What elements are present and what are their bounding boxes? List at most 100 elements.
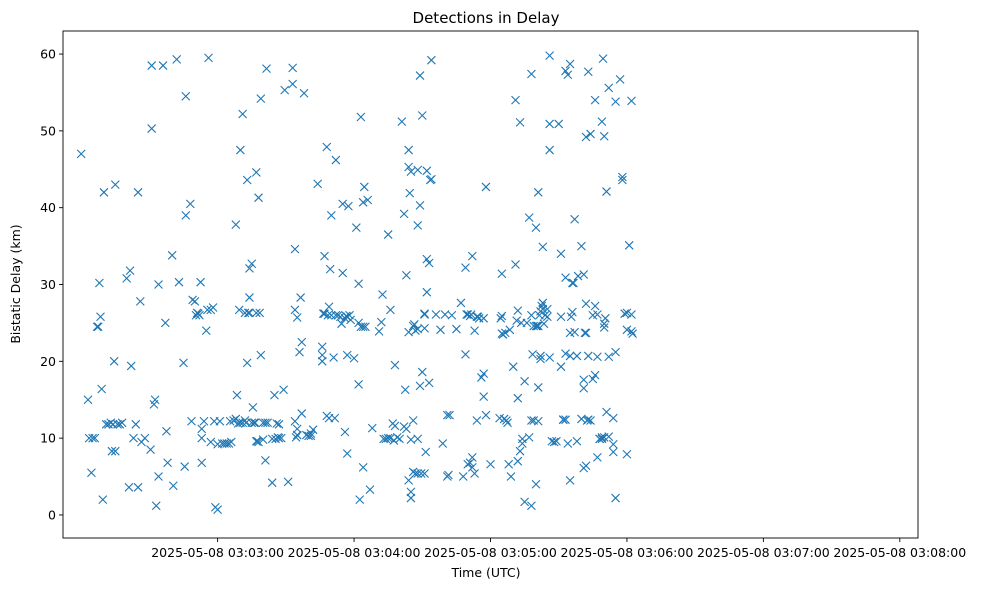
data-point bbox=[415, 71, 425, 80]
data-point bbox=[442, 410, 452, 420]
data-point bbox=[542, 304, 552, 314]
data-point bbox=[206, 437, 216, 447]
data-point bbox=[283, 477, 293, 487]
x-tick-label: 2025-05-08 03:04:00 bbox=[288, 545, 421, 560]
data-point bbox=[135, 297, 145, 306]
data-point bbox=[290, 305, 300, 315]
data-point bbox=[181, 91, 191, 101]
data-point bbox=[615, 75, 625, 84]
data-point bbox=[94, 278, 104, 288]
data-point bbox=[527, 501, 536, 511]
data-point bbox=[117, 418, 127, 428]
data-point bbox=[299, 88, 309, 98]
data-point bbox=[400, 385, 410, 395]
data-point bbox=[401, 424, 411, 434]
data-point bbox=[325, 264, 335, 274]
data-point bbox=[479, 392, 489, 402]
data-point bbox=[248, 403, 258, 412]
data-point bbox=[467, 452, 477, 462]
data-point bbox=[413, 434, 423, 444]
data-point bbox=[406, 167, 416, 176]
data-point bbox=[458, 472, 468, 481]
data-point bbox=[217, 439, 227, 448]
data-point bbox=[320, 251, 329, 261]
data-point bbox=[611, 347, 620, 357]
data-point bbox=[586, 129, 595, 139]
data-point bbox=[181, 210, 191, 220]
data-point bbox=[98, 495, 108, 504]
data-point bbox=[426, 174, 436, 184]
data-point bbox=[383, 433, 393, 443]
data-point bbox=[467, 251, 477, 261]
data-point bbox=[87, 468, 96, 478]
data-point bbox=[617, 175, 627, 185]
data-point bbox=[513, 306, 523, 316]
data-point bbox=[329, 353, 338, 362]
data-point bbox=[604, 83, 614, 93]
data-point bbox=[590, 301, 600, 311]
data-point bbox=[420, 309, 429, 319]
data-point bbox=[586, 416, 595, 425]
data-point bbox=[279, 385, 288, 395]
data-point bbox=[537, 301, 547, 311]
data-point bbox=[404, 475, 414, 485]
data-point bbox=[267, 478, 277, 488]
data-point bbox=[426, 55, 436, 65]
data-point bbox=[361, 322, 370, 332]
data-point bbox=[528, 350, 537, 359]
data-point bbox=[185, 199, 195, 209]
data-point bbox=[197, 433, 207, 443]
data-point bbox=[280, 85, 290, 95]
data-point bbox=[291, 432, 301, 442]
data-point bbox=[513, 456, 523, 466]
data-point bbox=[354, 279, 364, 289]
data-point bbox=[588, 374, 598, 384]
data-point bbox=[511, 95, 520, 105]
data-point bbox=[250, 418, 260, 428]
data-point bbox=[249, 418, 259, 428]
data-point bbox=[179, 358, 188, 368]
data-point bbox=[533, 383, 543, 392]
data-point bbox=[383, 230, 393, 239]
data-point bbox=[532, 321, 542, 331]
data-point bbox=[126, 361, 136, 371]
data-point bbox=[395, 434, 404, 444]
data-point bbox=[404, 327, 414, 337]
data-point bbox=[452, 324, 461, 334]
data-point bbox=[308, 425, 318, 435]
data-point bbox=[617, 172, 627, 182]
data-point bbox=[417, 111, 427, 120]
data-point bbox=[397, 117, 407, 127]
data-point bbox=[545, 51, 555, 60]
data-point bbox=[436, 325, 445, 335]
data-point bbox=[470, 469, 479, 478]
data-point bbox=[251, 436, 261, 446]
data-point bbox=[154, 472, 163, 481]
data-point bbox=[581, 132, 591, 142]
data-point bbox=[240, 308, 250, 318]
data-point bbox=[545, 145, 555, 155]
data-point bbox=[608, 447, 618, 457]
data-point bbox=[558, 415, 568, 425]
data-point bbox=[338, 199, 348, 209]
data-point bbox=[531, 479, 541, 489]
data-point bbox=[538, 298, 548, 308]
data-point bbox=[422, 254, 432, 264]
x-tick-label: 2025-05-08 03:03:00 bbox=[151, 545, 284, 560]
data-point bbox=[622, 449, 632, 459]
data-point bbox=[288, 63, 298, 73]
data-point bbox=[338, 268, 348, 278]
data-point bbox=[539, 319, 549, 329]
data-point bbox=[238, 109, 248, 119]
data-point bbox=[197, 424, 207, 434]
data-point bbox=[570, 327, 580, 337]
data-point bbox=[602, 187, 611, 196]
data-point bbox=[131, 419, 141, 429]
data-point bbox=[245, 293, 254, 302]
data-point bbox=[421, 447, 431, 457]
y-tick-label: 30 bbox=[40, 277, 56, 292]
data-point bbox=[317, 350, 327, 360]
y-axis-label: Bistatic Delay (km) bbox=[8, 224, 23, 343]
data-point bbox=[107, 446, 117, 456]
data-point bbox=[549, 437, 559, 447]
